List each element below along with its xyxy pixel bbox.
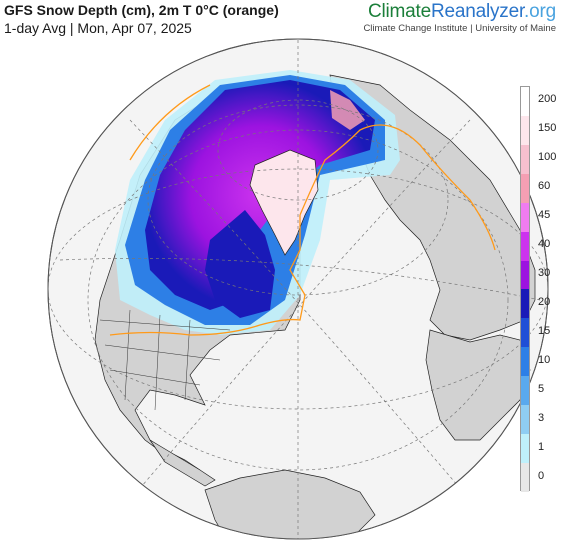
legend-swatch [521, 318, 529, 348]
legend-tick-label: 10 [538, 353, 551, 366]
logo-part-org: .org [524, 1, 556, 22]
legend-swatch [521, 173, 529, 203]
legend-swatch [521, 289, 529, 319]
legend-colorbar [520, 86, 530, 492]
legend-swatch [521, 434, 529, 463]
isotherm-0c [109, 84, 496, 336]
us-state-borders [99, 309, 231, 411]
institution-label: Climate Change Institute | University of… [363, 23, 556, 34]
legend-tick-label: 0 [538, 469, 545, 482]
logo-part-climate: Climate [367, 1, 431, 22]
legend-swatch [521, 260, 529, 290]
legend-swatch [521, 202, 529, 232]
snow-pink-zone [330, 90, 365, 130]
logo-part-reanalyzer: Reanalyzer [430, 1, 525, 22]
legend-tick-label: 40 [538, 238, 551, 251]
central-america-land [149, 439, 216, 487]
legend-tick-label: 60 [538, 180, 551, 193]
globe-outline [47, 38, 549, 540]
legend-tick-label: 1 [538, 440, 545, 453]
legend-tick-label: 100 [538, 151, 557, 164]
legend-swatch [521, 115, 529, 145]
legend-swatch [521, 231, 529, 261]
legend-tick-label: 5 [538, 382, 545, 395]
legend-swatch [521, 405, 529, 435]
greenland [249, 149, 319, 256]
legend-swatch [521, 144, 529, 174]
legend-swatch [521, 376, 529, 406]
legend-tick-label: 30 [538, 267, 551, 280]
map-subtitle: 1-day Avg | Mon, Apr 07, 2025 [4, 20, 192, 36]
legend-swatch [521, 87, 529, 116]
map-title: GFS Snow Depth (cm), 2m T 0°C (orange) [4, 2, 279, 18]
legend-tick-label: 20 [538, 295, 551, 308]
graticule [48, 40, 548, 539]
legend-swatch [521, 347, 529, 377]
legend-tick-label: 45 [538, 209, 551, 222]
legend-tick-label: 200 [538, 93, 557, 106]
legend-tick-label: 150 [538, 122, 557, 135]
legend-tick-label: 3 [538, 411, 545, 424]
legend-tick-label: 15 [538, 324, 551, 337]
snow-darkblue-zone [205, 210, 275, 318]
site-logo[interactable]: ClimateReanalyzer.org [368, 1, 556, 23]
legend-swatch [521, 462, 529, 492]
